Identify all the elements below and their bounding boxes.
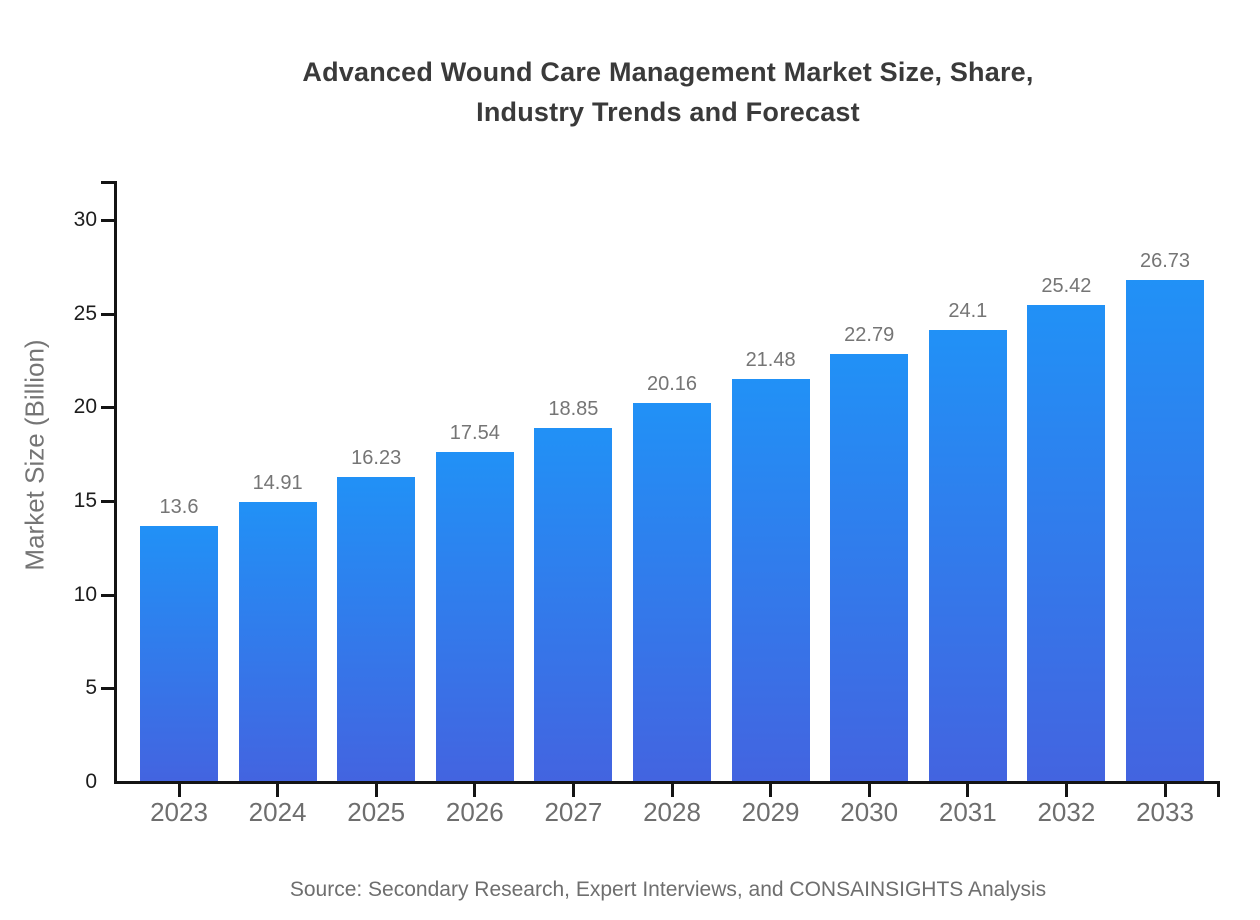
- y-tick: [101, 593, 114, 597]
- y-tick: [101, 312, 114, 316]
- x-category-label: 2028: [643, 797, 701, 827]
- x-category-label: 2023: [150, 797, 208, 827]
- x-category-label: 2024: [248, 797, 307, 827]
- bar-2030: [830, 354, 909, 781]
- bar-value-label: 20.16: [646, 373, 698, 396]
- y-tick-label: 5: [85, 676, 97, 700]
- source-note: Source: Secondary Research, Expert Inter…: [289, 878, 1047, 901]
- x-tick: [276, 784, 280, 797]
- x-category-label: 2033: [1136, 797, 1194, 827]
- bar-2023: [140, 526, 218, 781]
- x-tick: [177, 784, 181, 797]
- x-axis-line: [114, 781, 1220, 784]
- x-tick: [670, 784, 674, 797]
- bar-2028: [633, 403, 711, 781]
- x-tick: [374, 784, 378, 797]
- y-tick-label: 30: [73, 208, 97, 231]
- bar-value-label: 17.54: [449, 422, 500, 445]
- bar-2026: [435, 452, 514, 781]
- y-tick: [101, 406, 114, 410]
- y-axis-end-cap: [101, 181, 114, 184]
- x-tick: [769, 784, 773, 797]
- chart-title: Advanced Wound Care Management Market Si…: [116, 52, 1220, 132]
- x-tick: [571, 784, 575, 797]
- y-tick: [101, 219, 114, 222]
- bar-2025: [337, 476, 416, 781]
- chart-title-line2: Industry Trends and Forecast: [476, 97, 860, 127]
- x-category-label: 2027: [544, 797, 603, 827]
- bar-2029: [731, 378, 810, 781]
- x-category-label: 2030: [840, 797, 899, 827]
- x-category-label: 2032: [1037, 797, 1096, 827]
- bar-value-label: 26.73: [1139, 250, 1191, 273]
- y-axis-line: [114, 181, 117, 784]
- y-tick-label: 15: [73, 489, 97, 512]
- bar-value-label: 18.85: [548, 397, 599, 420]
- x-tick: [867, 784, 871, 797]
- x-category-label: 2031: [938, 797, 997, 827]
- bar-value-label: 13.6: [159, 496, 199, 519]
- bar-2027: [534, 427, 613, 781]
- y-tick-label: 25: [73, 301, 97, 325]
- bar-value-label: 21.48: [745, 348, 796, 371]
- bar-value-label: 14.91: [252, 471, 303, 494]
- x-tick: [473, 784, 477, 797]
- y-tick-label: 10: [73, 582, 97, 606]
- y-tick: [101, 500, 114, 503]
- bar-value-label: 25.42: [1041, 274, 1092, 297]
- x-tick: [966, 784, 970, 797]
- x-axis-end-cap: [1217, 784, 1220, 797]
- bar-value-label: 22.79: [844, 324, 895, 347]
- bar-2024: [238, 501, 317, 781]
- bar-2032: [1027, 304, 1106, 781]
- x-category-label: 2029: [741, 797, 800, 827]
- bar-2033: [1126, 280, 1204, 781]
- y-tick: [101, 687, 114, 691]
- bar-value-label: 16.23: [351, 446, 402, 469]
- y-tick-label: 0: [85, 770, 97, 793]
- x-tick: [1064, 784, 1068, 797]
- bar-2031: [928, 329, 1007, 781]
- x-category-label: 2026: [445, 797, 504, 827]
- chart-title-line1: Advanced Wound Care Management Market Si…: [302, 57, 1034, 87]
- x-category-label: 2025: [347, 797, 406, 827]
- x-tick: [1163, 784, 1167, 797]
- y-axis-title: Market Size (Billion): [19, 339, 50, 571]
- bar-value-label: 24.1: [948, 299, 988, 322]
- y-tick-label: 20: [73, 395, 97, 419]
